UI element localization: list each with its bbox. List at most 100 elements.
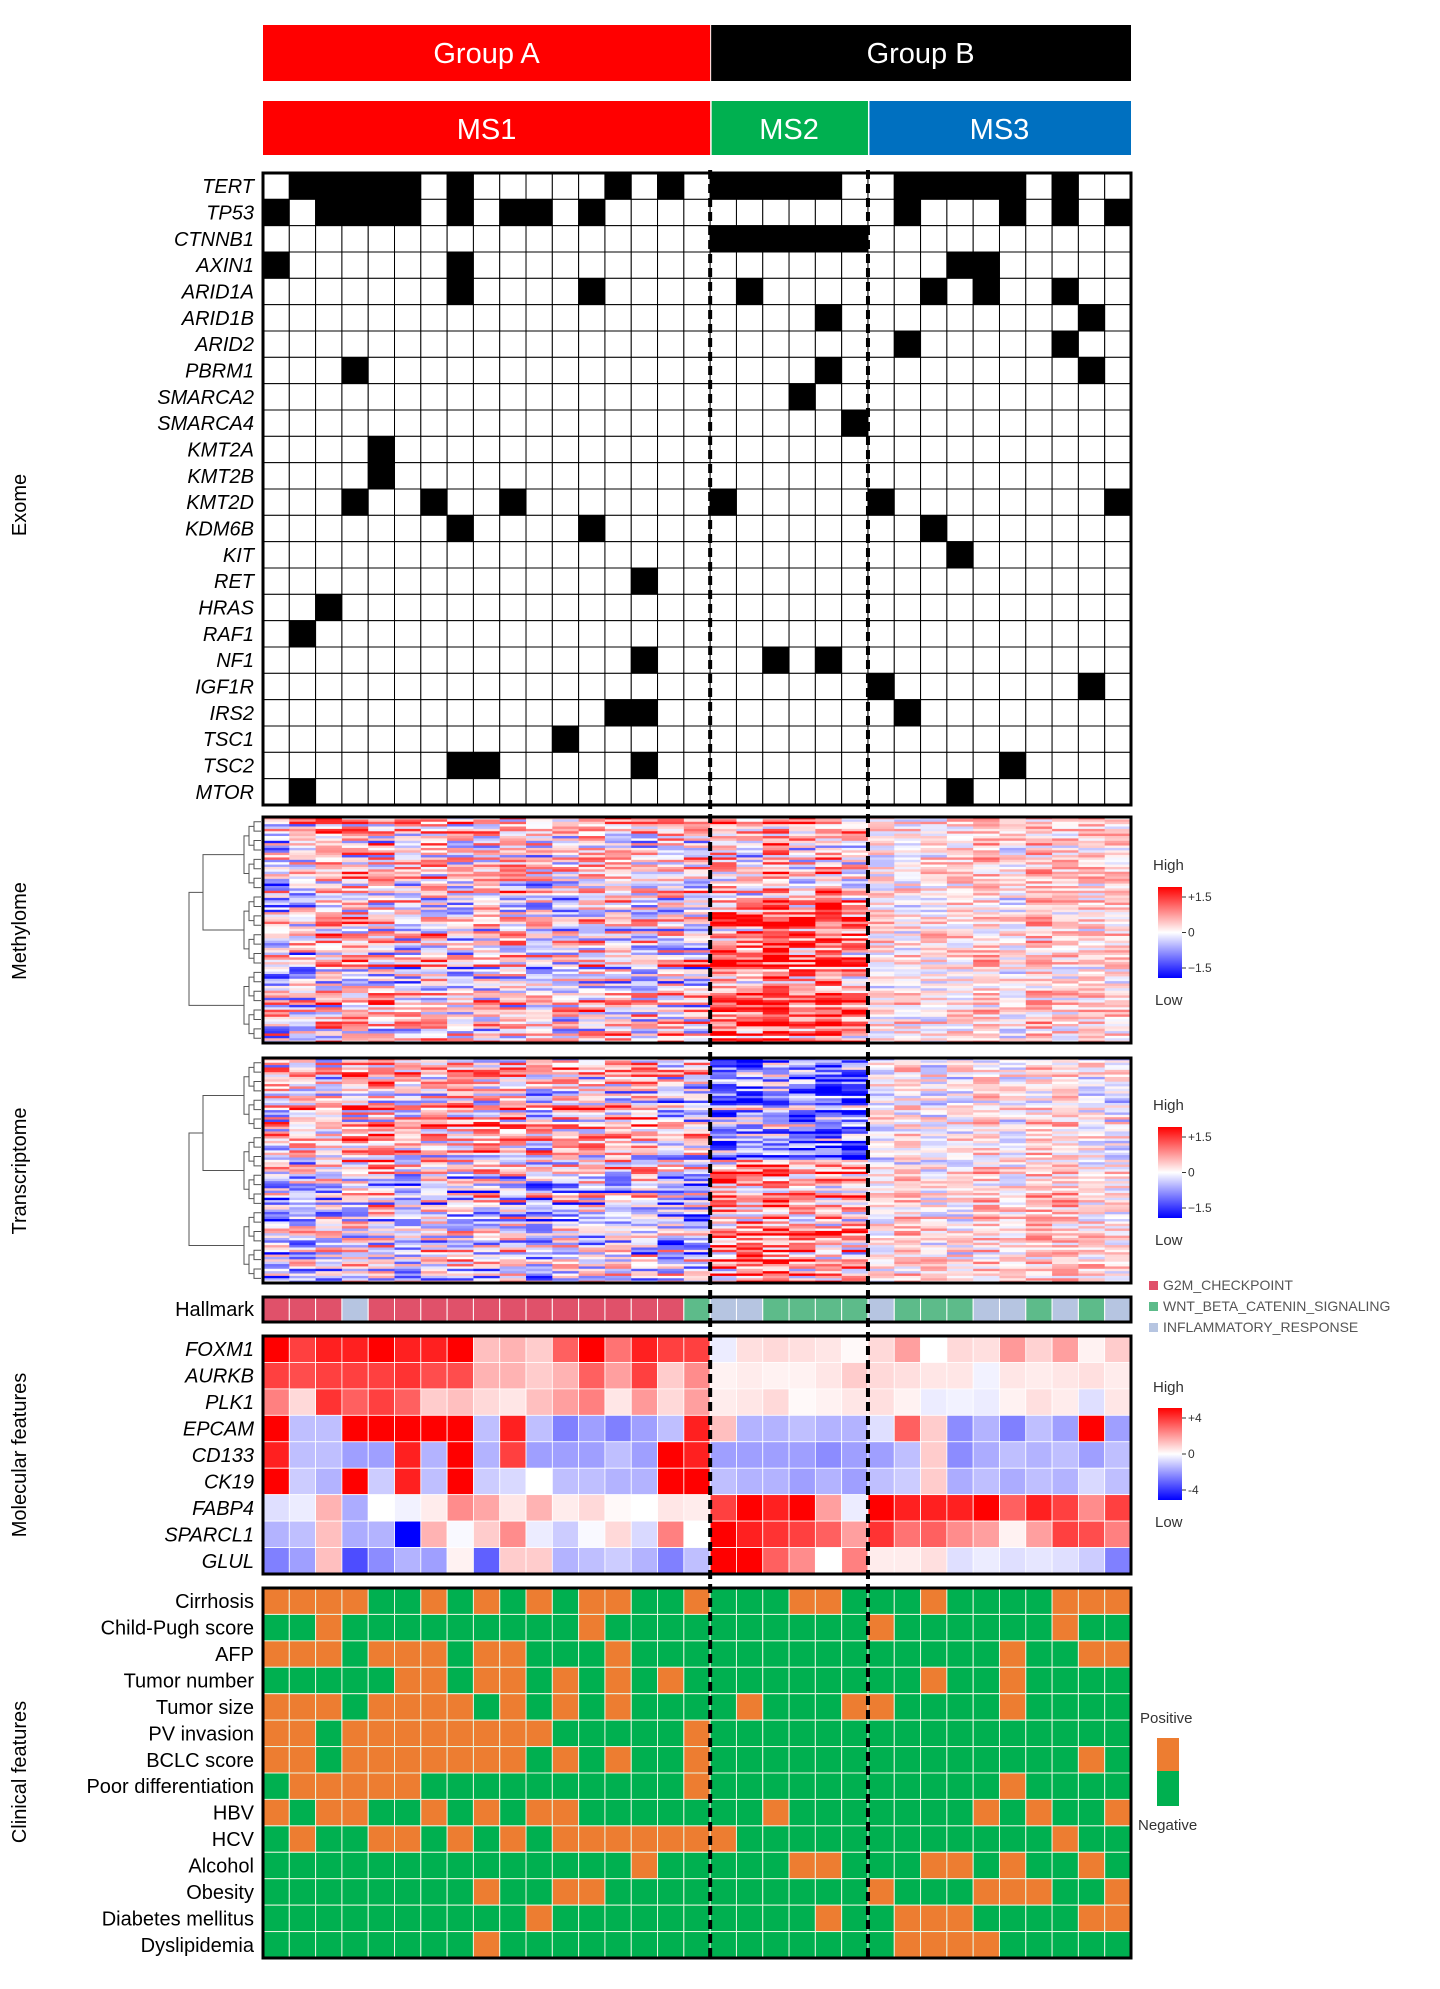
methylome-cell: [341, 997, 369, 1001]
methylome-cell: [736, 833, 764, 837]
mutation-cell: [1077, 751, 1106, 780]
mutation-cell: [972, 699, 1000, 727]
methylome-cell: [341, 990, 369, 994]
mutation-cell: [867, 330, 895, 358]
methylome-cell: [867, 950, 895, 953]
methylome-cell: [657, 938, 685, 942]
methylome-cell: [315, 1023, 343, 1027]
mutation-cell: [1104, 699, 1132, 727]
methylome-cell: [578, 878, 606, 882]
mutation-cell: [1025, 620, 1053, 648]
transcriptome-cell: [1025, 1081, 1053, 1085]
mutation-cell: [709, 488, 737, 516]
methylome-cell: [657, 831, 685, 835]
transcriptome-cell: [526, 1110, 553, 1113]
methylome-cell: [1104, 1012, 1132, 1015]
methylome-cell: [1078, 938, 1106, 942]
transcriptome-cell: [341, 1114, 369, 1118]
transcriptome-cell: [710, 1074, 737, 1078]
methylome-cell: [263, 843, 290, 846]
mutation-cell: [315, 620, 343, 648]
methylome-cell: [920, 1035, 948, 1039]
transcriptome-cell: [631, 1069, 658, 1073]
transcriptome-cell: [1025, 1103, 1053, 1106]
methylome-cell: [867, 1000, 895, 1003]
methylome-cell: [841, 878, 869, 882]
methylome-cell: [657, 1028, 685, 1032]
methylome-cell: [526, 864, 553, 868]
transcriptome-cell: [289, 1117, 317, 1120]
transcriptome-cell: [420, 1114, 448, 1118]
methylome-cell: [552, 916, 580, 920]
methylome-cell: [1078, 874, 1106, 877]
transcriptome-cell: [815, 1060, 843, 1064]
mutation-cell: [867, 488, 895, 516]
methylome-cell: [420, 871, 448, 875]
methylome-cell: [1078, 878, 1106, 882]
methylome-cell: [973, 1012, 1000, 1015]
methylome-cell: [341, 1019, 369, 1022]
methylome-cell: [841, 993, 869, 996]
mutation-cell: [762, 435, 790, 464]
methylome-cell: [1025, 843, 1053, 846]
transcriptome-cell: [841, 1072, 869, 1075]
methylome-cell: [315, 933, 343, 937]
transcriptome-cell: [657, 1065, 685, 1068]
methylome-cell: [762, 850, 790, 854]
methylome-cell: [578, 876, 606, 880]
methylome-cell: [815, 876, 843, 880]
transcriptome-cell: [736, 1065, 764, 1068]
methylome-cell: [736, 1035, 764, 1039]
transcriptome-cell: [920, 1091, 948, 1094]
mutation-cell: [893, 277, 922, 306]
mutation-cell: [920, 409, 948, 437]
methylome-cell: [263, 990, 290, 994]
methylome-cell: [552, 1026, 580, 1030]
methylome-cell: [473, 833, 501, 837]
methylome-cell: [499, 878, 527, 882]
mutation-cell: [341, 751, 369, 780]
transcriptome-cell: [368, 1067, 395, 1071]
methylome-cell: [1104, 1009, 1132, 1013]
transcriptome-cell: [841, 1060, 869, 1064]
methylome-cell: [263, 1009, 290, 1013]
methylome-cell: [1025, 826, 1053, 830]
transcriptome-cell: [1052, 1124, 1079, 1128]
mutation-cell: [262, 620, 290, 648]
transcriptome-cell: [736, 1079, 764, 1083]
methylome-cell: [894, 983, 921, 987]
methylome-cell: [1078, 921, 1106, 925]
methylome-cell: [315, 957, 343, 961]
methylome-cell: [289, 912, 317, 915]
methylome-cell: [578, 1000, 606, 1003]
methylome-cell: [1104, 947, 1132, 951]
transcriptome-cell: [1078, 1105, 1106, 1109]
mutation-cell: [1104, 172, 1132, 200]
methylome-cell: [578, 1012, 606, 1015]
mutation-cell: [630, 751, 659, 780]
methylome-cell: [789, 1000, 816, 1003]
mutation-cell: [551, 409, 580, 437]
methylome-cell: [683, 988, 711, 992]
methylome-cell: [394, 928, 422, 932]
methylome-cell: [473, 940, 501, 944]
methylome-cell: [789, 1009, 816, 1013]
methylome-cell: [631, 855, 658, 858]
methylome-cell: [815, 954, 843, 958]
mutation-cell: [657, 172, 685, 200]
mutation-cell: [1077, 462, 1106, 490]
methylome-cell: [894, 943, 921, 946]
transcriptome-cell: [263, 1091, 290, 1094]
mutation-cell: [604, 514, 632, 543]
transcriptome-cell: [368, 1072, 395, 1075]
methylome-cell: [499, 943, 527, 946]
mutation-cell: [735, 672, 764, 701]
transcriptome-cell: [867, 1103, 895, 1106]
methylome-cell: [946, 947, 974, 951]
transcriptome-cell: [394, 1088, 422, 1092]
methylome-cell: [394, 950, 422, 953]
mutation-cell: [578, 488, 606, 516]
transcriptome-cell: [315, 1098, 343, 1102]
methylome-cell: [263, 966, 290, 970]
methylome-cell: [946, 926, 974, 930]
